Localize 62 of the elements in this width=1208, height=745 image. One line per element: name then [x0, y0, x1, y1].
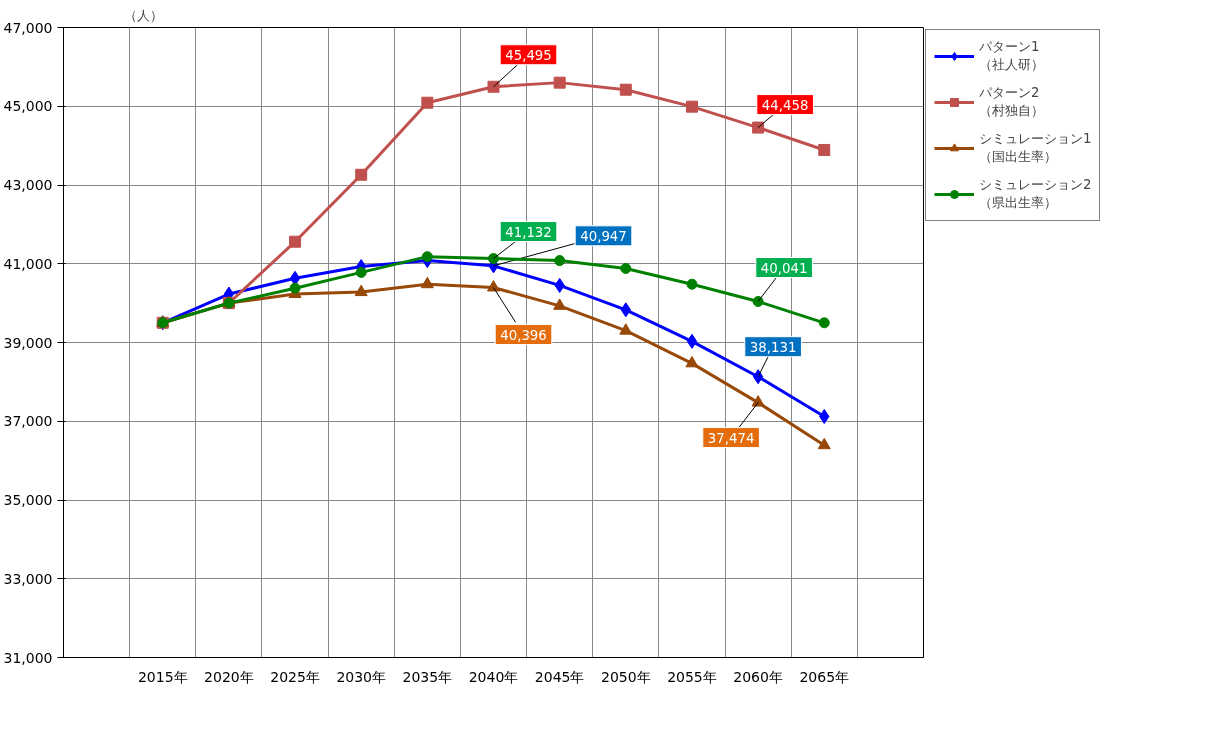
point	[289, 270, 301, 286]
x-tick-label: 2015年	[137, 668, 188, 685]
x-tick-label: 2065年	[799, 668, 850, 685]
y-tick-label: 37,000	[3, 413, 53, 430]
x-tick-label: 2040年	[468, 668, 519, 685]
legend-label: シミュレーション2 （県出生率）	[979, 176, 1092, 212]
y-tick-label: 43,000	[3, 177, 53, 193]
x-tick-label: 2020年	[204, 668, 254, 685]
point	[420, 276, 434, 289]
data-label: 40,947	[580, 228, 627, 244]
y-tick-label: 35,000	[3, 492, 53, 508]
x-tick-label: 2025年	[270, 668, 320, 685]
point	[355, 266, 367, 278]
data-label: 45,495	[505, 47, 552, 63]
point	[487, 80, 500, 93]
point	[619, 83, 632, 96]
data-label: 37,474	[707, 430, 755, 446]
point	[289, 235, 302, 248]
point	[752, 369, 764, 385]
y-tick-label: 45,000	[3, 98, 53, 115]
x-tick-label: 2060年	[733, 668, 783, 685]
data-label: 38,131	[749, 339, 797, 355]
y-axis-title: （人）	[123, 7, 163, 23]
point	[554, 255, 566, 267]
point	[289, 282, 301, 294]
y-tick-label: 33,000	[3, 570, 53, 587]
point	[487, 280, 500, 292]
point	[751, 395, 765, 407]
point	[421, 96, 434, 109]
x-tick-label: 2055年	[667, 668, 717, 685]
point	[685, 100, 698, 113]
point	[686, 333, 698, 349]
point	[619, 323, 633, 335]
y-tick-label: 39,000	[3, 334, 53, 351]
x-tick-label: 2035年	[402, 668, 453, 685]
y-tick-label: 41,000	[3, 255, 53, 272]
data-label: 41,132	[505, 224, 552, 240]
data-label: 40,396	[500, 327, 547, 343]
point	[553, 76, 566, 89]
point	[421, 251, 433, 263]
data-label: 44,458	[761, 97, 809, 113]
point	[818, 143, 831, 156]
point	[818, 317, 830, 329]
point	[685, 355, 699, 368]
x-tick-label: 2045年	[534, 668, 585, 685]
point	[355, 168, 368, 181]
data-label: 40,041	[760, 260, 808, 276]
legend-label: パターン2 （村独自）	[979, 84, 1044, 120]
point	[553, 298, 567, 310]
point	[620, 262, 632, 274]
point	[354, 284, 368, 297]
point	[686, 278, 698, 290]
point	[817, 437, 831, 450]
x-tick-label: 2030年	[336, 668, 387, 685]
point	[752, 296, 764, 307]
point	[488, 253, 499, 265]
point	[752, 121, 765, 134]
y-tick-label: 31,000	[3, 649, 53, 666]
legend-label: シミュレーション1 （国出生率）	[979, 130, 1092, 166]
legend-label: パターン1 （社人研）	[979, 38, 1044, 74]
x-tick-label: 2050年	[600, 668, 651, 685]
y-tick-label: 47,000	[3, 19, 53, 36]
